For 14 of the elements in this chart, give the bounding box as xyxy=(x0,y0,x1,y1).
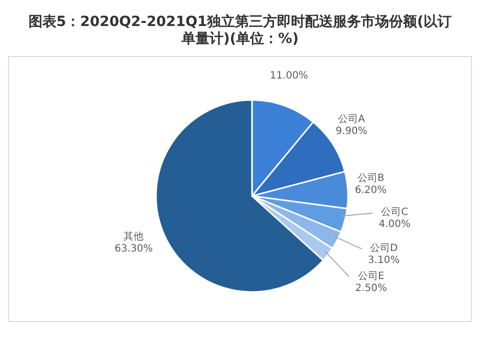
slice-label: 其他 xyxy=(124,230,144,242)
slice-label: 公司D xyxy=(370,242,398,254)
data-label: 9.90% xyxy=(336,126,368,138)
slice-label: 公司A xyxy=(338,113,366,126)
chart-title: 图表5：2020Q2-2021Q1独立第三方即时配送服务市场份额(以订单量计)(单位：%) xyxy=(27,12,453,49)
slice-label: 公司E xyxy=(358,270,384,282)
data-label: 6.20% xyxy=(354,185,387,196)
data-label: 2.50% xyxy=(355,282,388,294)
slice-label: 公司C xyxy=(381,206,408,218)
data-label: 4.00% xyxy=(378,219,410,230)
data-label: 3.10% xyxy=(368,254,400,266)
slice-label: 公司B xyxy=(357,172,384,184)
data-label: 11.00% xyxy=(270,70,308,82)
data-label: 63.30% xyxy=(114,243,153,254)
